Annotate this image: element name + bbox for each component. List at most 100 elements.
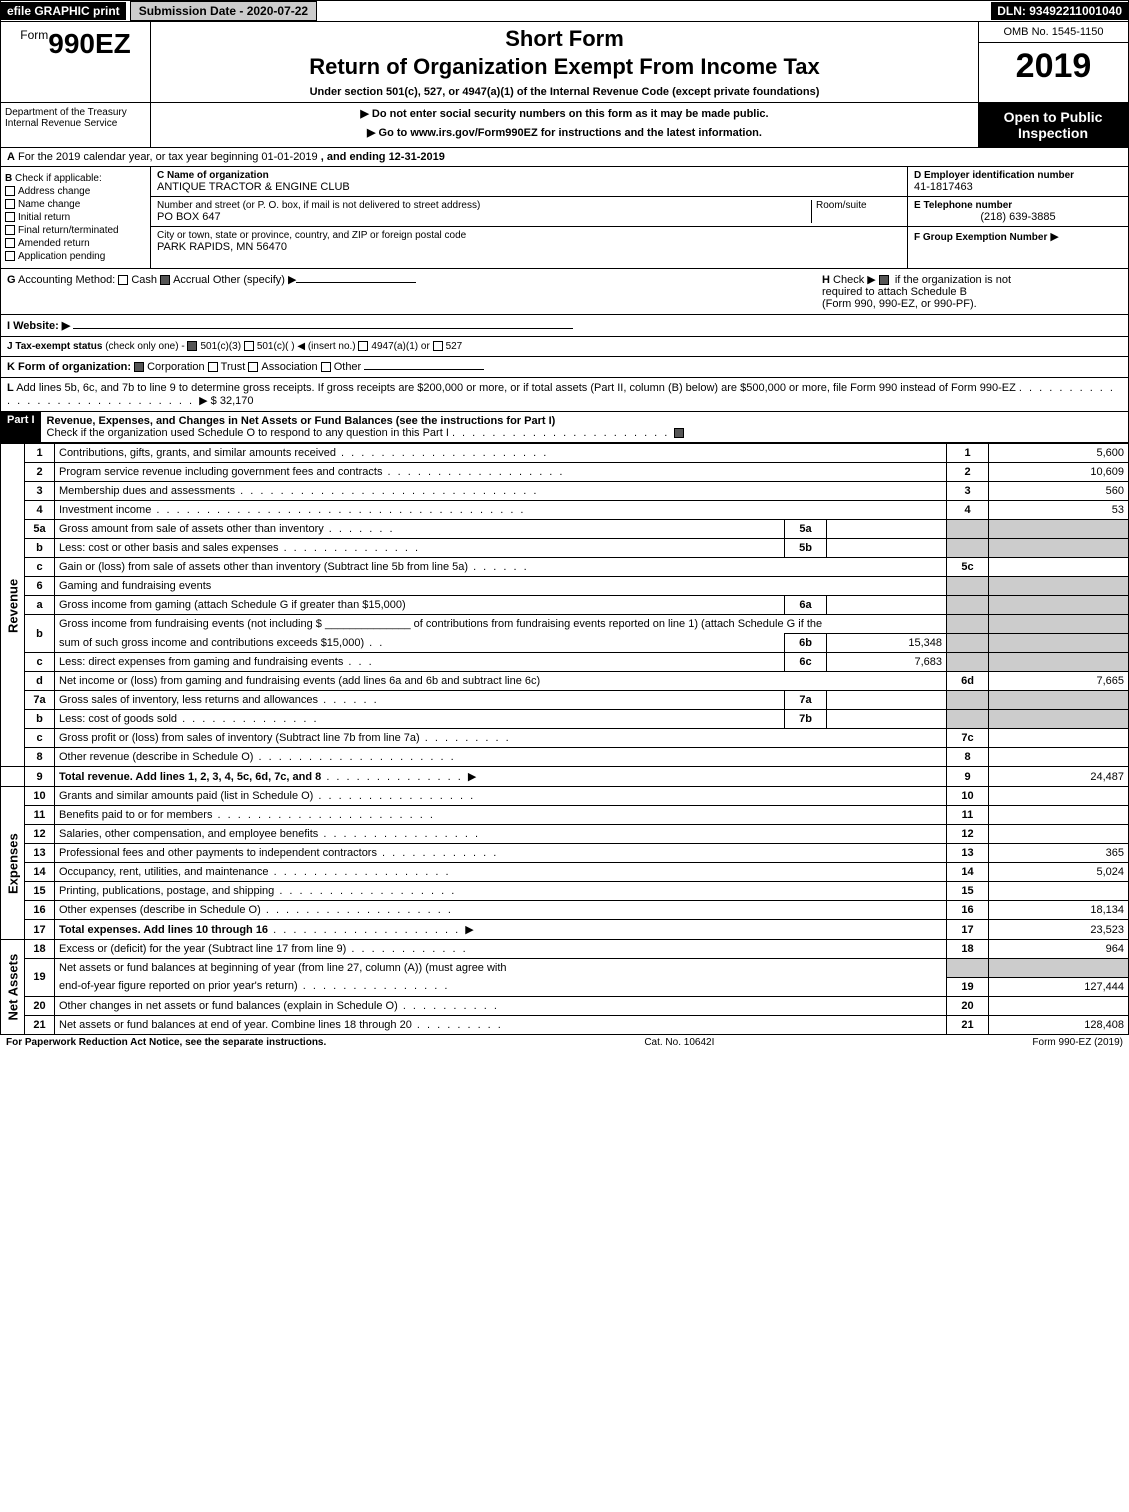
l7a-ramt (989, 691, 1129, 710)
l6c-mbox: 6c (785, 653, 827, 672)
checkbox-cash[interactable] (118, 275, 128, 285)
l19-rbox (947, 959, 989, 978)
l16-box: 16 (947, 901, 989, 920)
l17-desc: Total expenses. Add lines 10 through 16 (59, 924, 268, 936)
j-527: 527 (446, 341, 463, 352)
k-other-line[interactable] (364, 369, 484, 370)
l8-amt (989, 748, 1129, 767)
l15-num: 15 (25, 882, 55, 901)
l15-amt (989, 882, 1129, 901)
part1-header-row: Part I Revenue, Expenses, and Changes in… (0, 412, 1129, 443)
checkbox-name-change[interactable] (5, 199, 15, 209)
l21-amt: 128,408 (989, 1015, 1129, 1034)
form-rev: Form 990-EZ (2019) (1032, 1037, 1123, 1048)
l14-num: 14 (25, 863, 55, 882)
addr-change: Address change (18, 186, 90, 197)
l7b-mamt (827, 710, 947, 729)
l13-num: 13 (25, 844, 55, 863)
accounting-method: Accounting Method: (18, 274, 115, 286)
top-bar: efile GRAPHIC print Submission Date - 20… (0, 0, 1129, 22)
l17-num: 17 (25, 920, 55, 940)
j-label: J Tax-exempt status (7, 341, 102, 352)
l7b-desc: Less: cost of goods sold (59, 713, 177, 725)
l5c-dots: . . . . . . (468, 561, 529, 573)
l6-rbox (947, 577, 989, 596)
org-name: ANTIQUE TRACTOR & ENGINE CLUB (157, 181, 901, 193)
checkbox-part1-schedo[interactable] (674, 428, 684, 438)
l8-desc: Other revenue (describe in Schedule O) (59, 751, 253, 763)
return-title: Return of Organization Exempt From Incom… (155, 54, 974, 80)
checkbox-527[interactable] (433, 341, 443, 351)
h-check: Check ▶ (833, 274, 876, 286)
j-501c3: 501(c)(3) (200, 341, 241, 352)
omb-number: OMB No. 1545-1150 (979, 22, 1128, 43)
l5b-dots: . . . . . . . . . . . . . . (279, 542, 421, 554)
k-trust: Trust (221, 361, 246, 373)
checkbox-pending[interactable] (5, 251, 15, 261)
l2-desc: Program service revenue including govern… (59, 466, 382, 478)
l16-desc: Other expenses (describe in Schedule O) (59, 904, 261, 916)
checkbox-4947[interactable] (358, 341, 368, 351)
other-specify-line[interactable] (296, 282, 416, 283)
checkbox-501c3[interactable] (187, 341, 197, 351)
l5c-num: c (25, 558, 55, 577)
l4-dots: . . . . . . . . . . . . . . . . . . . . … (151, 504, 525, 516)
checkbox-initial[interactable] (5, 212, 15, 222)
h-if-org: if the organization is not (895, 274, 1011, 286)
l6a-ramt (989, 596, 1129, 615)
checkbox-amended[interactable] (5, 238, 15, 248)
l6b-rbox1 (947, 615, 989, 634)
line-10: Expenses 10 Grants and similar amounts p… (1, 787, 1129, 806)
l18-amt: 964 (989, 940, 1129, 959)
checkbox-trust[interactable] (208, 362, 218, 372)
l15-box: 15 (947, 882, 989, 901)
l10-desc: Grants and similar amounts paid (list in… (59, 790, 313, 802)
l15-desc: Printing, publications, postage, and shi… (59, 885, 274, 897)
city-row: City or town, state or province, country… (151, 227, 907, 256)
l6b-num: b (25, 615, 55, 653)
checkbox-h[interactable] (879, 275, 889, 285)
ein-label: D Employer identification number (914, 170, 1122, 181)
j-501c: 501(c)( ) ◀ (insert no.) (257, 341, 356, 352)
checkbox-corp[interactable] (134, 362, 144, 372)
website-line[interactable] (73, 328, 573, 329)
l11-num: 11 (25, 806, 55, 825)
l5b-ramt (989, 539, 1129, 558)
line-1: Revenue 1 Contributions, gifts, grants, … (1, 444, 1129, 463)
l19-amt: 127,444 (989, 977, 1129, 996)
l12-dots: . . . . . . . . . . . . . . . . (318, 828, 480, 840)
donot-text: ▶ Do not enter social security numbers o… (155, 107, 974, 120)
l17-dots: . . . . . . . . . . . . . . . . . . . (268, 924, 465, 936)
l10-dots: . . . . . . . . . . . . . . . . (313, 790, 475, 802)
checkbox-accrual[interactable] (160, 275, 170, 285)
line-20: 20 Other changes in net assets or fund b… (1, 996, 1129, 1015)
paperwork-notice: For Paperwork Reduction Act Notice, see … (6, 1037, 326, 1048)
l5b-num: b (25, 539, 55, 558)
tax-year: 2019 (979, 43, 1128, 90)
side-expenses: Expenses (1, 787, 25, 940)
cash: Cash (131, 274, 157, 286)
part1-title-box: Revenue, Expenses, and Changes in Net As… (41, 412, 1128, 442)
l10-amt (989, 787, 1129, 806)
l6b-dots: . . (364, 637, 384, 649)
l6c-num: c (25, 653, 55, 672)
cat-no: Cat. No. 10642I (644, 1037, 714, 1048)
l18-num: 18 (25, 940, 55, 959)
checkbox-assoc[interactable] (248, 362, 258, 372)
line-7a: 7a Gross sales of inventory, less return… (1, 691, 1129, 710)
checkbox-501c[interactable] (244, 341, 254, 351)
efile-print-button[interactable]: efile GRAPHIC print (1, 2, 126, 20)
amended-return: Amended return (18, 238, 90, 249)
checkbox-addr-change[interactable] (5, 186, 15, 196)
l7a-mamt (827, 691, 947, 710)
l7c-dots: . . . . . . . . . (420, 732, 511, 744)
l5a-desc: Gross amount from sale of assets other t… (59, 523, 324, 535)
l1-box: 1 (947, 444, 989, 463)
checkbox-other[interactable] (321, 362, 331, 372)
l6-ramt (989, 577, 1129, 596)
checkbox-final[interactable] (5, 225, 15, 235)
dept-treasury: Department of the Treasury (5, 107, 146, 118)
line-15: 15 Printing, publications, postage, and … (1, 882, 1129, 901)
org-name-row: C Name of organization ANTIQUE TRACTOR &… (151, 167, 907, 197)
line-11: 11 Benefits paid to or for members . . .… (1, 806, 1129, 825)
